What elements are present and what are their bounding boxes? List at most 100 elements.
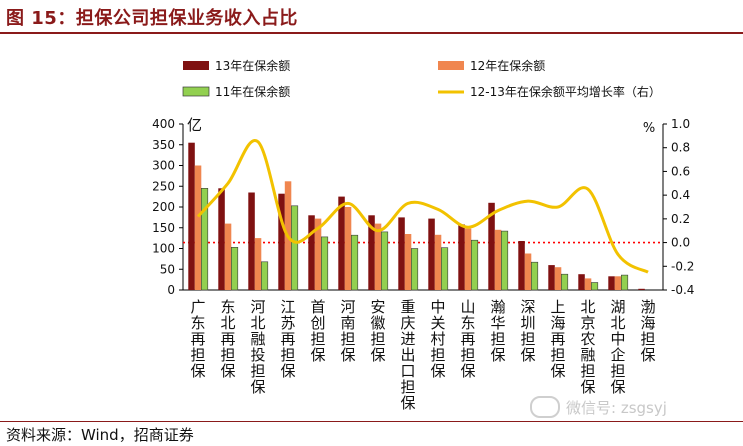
x-tick-char: 保 (190, 362, 205, 380)
bar-12 (194, 165, 202, 290)
x-tick-label: 首创担保 (310, 298, 325, 364)
x-tick-char: 河 (340, 298, 355, 316)
x-tick-char: 首 (310, 298, 325, 316)
bar-11 (590, 282, 599, 291)
bars (188, 142, 645, 291)
bar-11 (260, 261, 269, 291)
x-tick-char: 担 (430, 346, 445, 364)
x-tick-char: 担 (490, 330, 505, 348)
x-tick-char: 保 (220, 362, 235, 380)
x-tick-char: 创 (310, 314, 325, 332)
x-tick-char: 再 (220, 330, 235, 348)
bar-12 (584, 278, 592, 290)
x-tick-char: 担 (190, 346, 205, 364)
x-tick-char: 庆 (400, 314, 415, 332)
legend: 13年在保余额 12年在保余额 11年在保余额 12-13年在保余额平均增长率（右） (182, 58, 661, 99)
x-tick-char: 华 (490, 314, 505, 332)
legend-swatch (182, 86, 210, 97)
x-tick-char: 保 (310, 346, 325, 364)
bar-13 (398, 217, 405, 290)
x-tick-char: 担 (400, 378, 415, 396)
x-tick-char: 山 (460, 298, 475, 316)
x-tick-char: 保 (340, 346, 355, 364)
watermark-text: 微信号: zsgsyj (566, 398, 667, 417)
bar-11 (560, 273, 569, 291)
x-tick-char: 东 (220, 298, 235, 316)
bar-11 (440, 247, 449, 291)
x-tick-char: 保 (430, 362, 445, 380)
x-tick-char: 北 (220, 314, 235, 332)
x-tick-char: 北 (610, 314, 625, 332)
x-tick-char: 担 (370, 330, 385, 348)
footer-divider (0, 421, 743, 422)
right-tick-label: 1.0 (671, 117, 690, 131)
x-tick-label: 中关村担保 (430, 298, 445, 380)
x-tick-char: 关 (430, 314, 445, 332)
bar-13 (458, 224, 465, 290)
x-tick-char: 北 (250, 314, 265, 332)
x-tick-char: 上 (550, 298, 565, 316)
right-tick-label: 0.6 (671, 164, 690, 178)
x-tick-char: 保 (520, 346, 535, 364)
bar-12 (524, 253, 532, 290)
bar-11 (201, 188, 209, 291)
x-tick-char: 保 (250, 378, 265, 396)
growth-line (196, 138, 649, 274)
axes: 0 50 100 150 200 250 300 350 400 亿 -0.4 -0.2 0.0 0.2 0… (152, 116, 694, 297)
bar-12 (494, 229, 502, 290)
x-tick-char: 东 (460, 314, 475, 332)
x-tick-char: 再 (550, 330, 565, 348)
bar-12 (614, 276, 622, 290)
x-tick-char: 海 (640, 314, 655, 332)
right-tick-label: -0.4 (671, 283, 694, 297)
x-tick-label: 重庆进出口担保 (400, 298, 415, 412)
x-tick-char: 京 (580, 314, 595, 332)
x-tick-char: 再 (460, 330, 475, 348)
x-tick-label: 河南担保 (340, 298, 355, 364)
legend-label: 12年在保余额 (470, 58, 545, 73)
bar-11 (470, 239, 479, 291)
right-tick-label: 0.8 (671, 141, 690, 155)
x-tick-char: 保 (370, 346, 385, 364)
x-tick-char: 保 (460, 362, 475, 380)
x-tick-label: 湖北中企担保 (610, 298, 625, 396)
bar-12 (374, 223, 382, 290)
x-tick-char: 担 (250, 362, 265, 380)
legend-label: 13年在保余额 (215, 58, 290, 73)
x-tick-char: 担 (460, 346, 475, 364)
left-tick-label: 200 (152, 200, 175, 214)
x-tick-char: 保 (280, 362, 295, 380)
x-tick-char: 重 (400, 298, 415, 316)
legend-label: 12-13年在保余额平均增长率（右） (470, 84, 661, 99)
x-tick-char: 南 (340, 314, 355, 332)
x-tick-char: 口 (400, 362, 415, 380)
x-tick-char: 北 (580, 298, 595, 316)
x-tick-label: 东北再担保 (220, 298, 235, 380)
source-note: 资料来源：Wind，招商证券 (6, 426, 194, 444)
left-tick-label: 50 (160, 262, 175, 276)
bar-12 (314, 218, 322, 290)
left-axis-unit: 亿 (187, 116, 202, 134)
bar-11 (410, 248, 419, 291)
bar-12 (434, 234, 442, 290)
left-tick-label: 0 (167, 283, 175, 297)
x-tick-char: 保 (490, 346, 505, 364)
bar-13 (638, 288, 645, 290)
bar-12 (554, 267, 562, 290)
bar-11 (500, 230, 509, 291)
x-tick-char: 企 (610, 346, 625, 364)
bar-13 (548, 265, 555, 290)
left-tick-label: 250 (152, 179, 175, 193)
x-tick-char: 保 (640, 346, 655, 364)
bar-12 (224, 223, 232, 290)
x-tick-char: 融 (580, 346, 595, 364)
left-tick-label: 100 (152, 242, 175, 256)
bar-11 (530, 261, 539, 291)
bar-11 (320, 236, 329, 291)
figure-title: 图 15：担保公司担保业务收入占比 (6, 8, 298, 29)
bar-13 (338, 196, 345, 290)
x-tick-char: 出 (400, 346, 415, 364)
left-tick-label: 400 (152, 117, 175, 131)
bar-13 (278, 193, 285, 290)
bar-11 (350, 234, 359, 291)
